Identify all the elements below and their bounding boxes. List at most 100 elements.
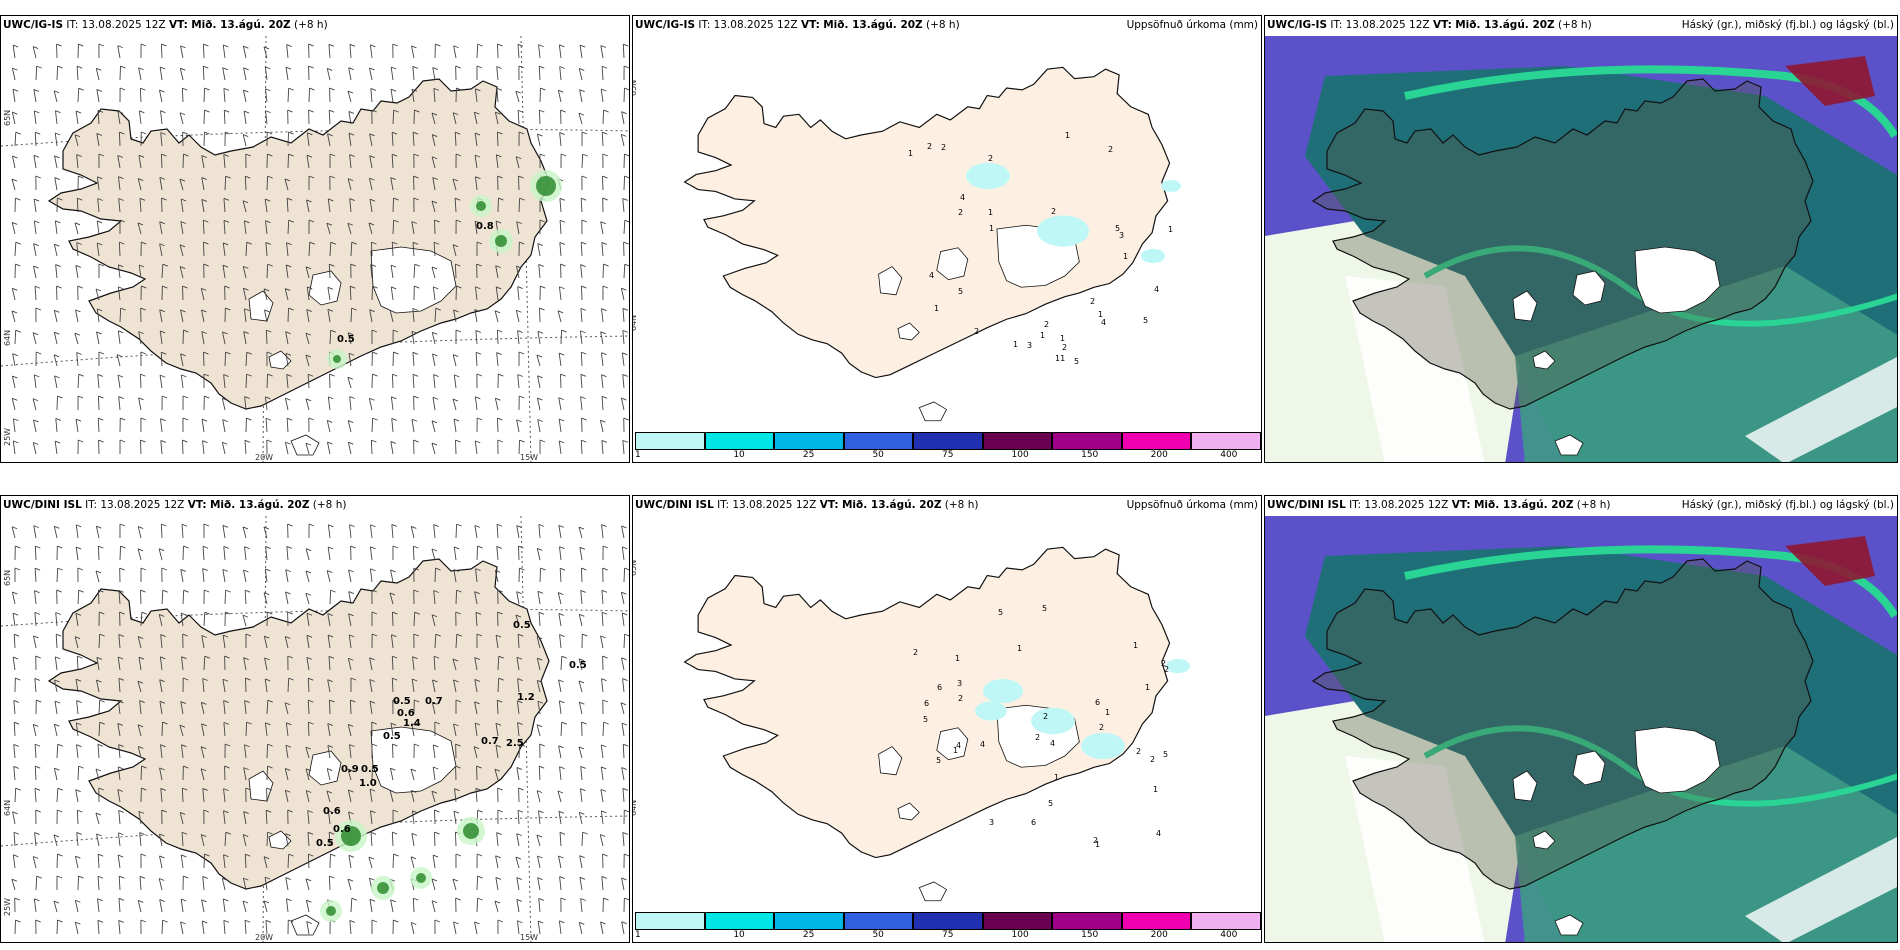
wind-barb xyxy=(75,722,79,737)
wind-barb xyxy=(622,744,625,759)
wind-barb xyxy=(263,900,268,913)
wind-barb xyxy=(286,418,289,433)
wind-barb xyxy=(56,788,59,803)
wind-barb-flag xyxy=(287,197,293,201)
wind-barb xyxy=(179,266,184,279)
wind-barb xyxy=(96,176,100,191)
wind-barb xyxy=(306,921,310,935)
wind-barb xyxy=(118,876,121,891)
wind-barb-flag xyxy=(287,523,293,527)
wind-barb xyxy=(475,788,478,803)
wind-barb-flag xyxy=(159,833,165,837)
wind-barb-flag xyxy=(392,831,398,835)
wind-barb-flag xyxy=(118,656,124,660)
wind-barb xyxy=(495,723,499,737)
wind-barb xyxy=(326,420,331,433)
wind-barb xyxy=(55,418,58,433)
wind-barb-flag xyxy=(496,352,502,355)
wind-barb xyxy=(348,591,352,605)
wind-barb xyxy=(285,353,289,367)
wind-barb xyxy=(494,900,499,913)
wind-barb xyxy=(349,920,352,935)
wind-barb xyxy=(98,700,101,715)
wind-barb-flag xyxy=(77,809,83,813)
wind-barb xyxy=(536,636,541,649)
wind-barb xyxy=(221,442,226,455)
wind-barb xyxy=(412,898,415,913)
wind-barb xyxy=(537,701,541,715)
wind-barb xyxy=(558,44,562,59)
wind-barb xyxy=(305,790,310,803)
wind-barb xyxy=(159,177,163,191)
wind-barb-flag xyxy=(368,222,375,226)
wind-barb-flag xyxy=(202,876,208,879)
wind-barb xyxy=(12,854,16,869)
wind-barb xyxy=(516,899,520,913)
wind-barb xyxy=(265,110,268,125)
wind-barb xyxy=(516,591,520,605)
wind-barb-flag xyxy=(371,329,378,333)
wind-barb xyxy=(53,90,58,103)
wind-barb-flag xyxy=(432,177,438,180)
wind-barb xyxy=(559,766,562,781)
wind-barb-flag xyxy=(456,523,462,527)
wind-barb-flag xyxy=(34,590,40,594)
wind-barb-flag xyxy=(33,856,39,859)
wind-barb-flag xyxy=(35,765,41,769)
wind-barb-flag xyxy=(580,373,587,377)
wind-barb xyxy=(158,878,163,891)
wind-barb-flag xyxy=(369,397,375,401)
wind-barb-flag xyxy=(392,677,398,681)
wind-barb-flag xyxy=(306,612,313,616)
wind-barb-flag xyxy=(539,765,545,769)
wind-barb-flag xyxy=(327,546,334,550)
wind-barb xyxy=(474,309,478,323)
wind-barb xyxy=(391,524,394,539)
wind-barb-flag xyxy=(495,855,501,859)
wind-barb-flag xyxy=(265,919,272,923)
wind-barb-flag xyxy=(497,131,503,135)
wind-barb xyxy=(117,155,121,169)
wind-barb xyxy=(243,744,247,759)
wind-barb xyxy=(558,286,562,301)
wind-barb-flag xyxy=(432,134,438,137)
wind-barb-flag xyxy=(118,198,124,201)
wind-barb-flag xyxy=(475,88,481,92)
wind-barb-flag xyxy=(456,87,462,91)
wind-barb xyxy=(559,876,562,891)
wind-barb xyxy=(53,526,58,539)
wind-barb xyxy=(243,331,247,345)
panel-title: UWC/DINI ISL IT: 13.08.2025 12Z VT: Mið.… xyxy=(635,499,979,511)
iceland-landmass xyxy=(1311,78,1814,456)
wind-barb-flag xyxy=(581,417,587,421)
wind-barb xyxy=(244,700,247,715)
wind-barb xyxy=(434,634,437,649)
wind-barb xyxy=(348,67,352,81)
wind-barb-flag xyxy=(139,264,145,268)
wind-barb xyxy=(348,613,352,627)
wind-barb xyxy=(537,855,541,869)
precip-value: 5 xyxy=(1074,357,1079,366)
wind-barb xyxy=(369,899,373,913)
wind-barb xyxy=(13,634,16,649)
wind-barb xyxy=(453,723,457,737)
wind-barb xyxy=(284,288,289,301)
wind-barb-flag xyxy=(414,743,420,747)
wind-barb-flag xyxy=(516,833,522,837)
wind-barb xyxy=(623,176,625,191)
wind-barb-flag xyxy=(179,112,186,116)
wind-barb-flag xyxy=(621,591,627,595)
wind-barb-flag xyxy=(390,264,397,268)
wind-barb-flag xyxy=(179,244,186,248)
wind-barb-flag xyxy=(183,765,189,769)
lat-label-65n: 65N xyxy=(3,569,12,586)
wind-barb xyxy=(579,330,583,345)
wind-barb-flag xyxy=(245,153,251,157)
wind-barb-flag xyxy=(119,611,125,615)
wind-barb xyxy=(116,354,121,367)
wind-barb xyxy=(579,855,583,869)
wind-barb xyxy=(284,702,289,715)
wind-barb xyxy=(137,724,142,737)
wind-barb-flag xyxy=(140,439,146,443)
wind-barb xyxy=(285,67,289,81)
